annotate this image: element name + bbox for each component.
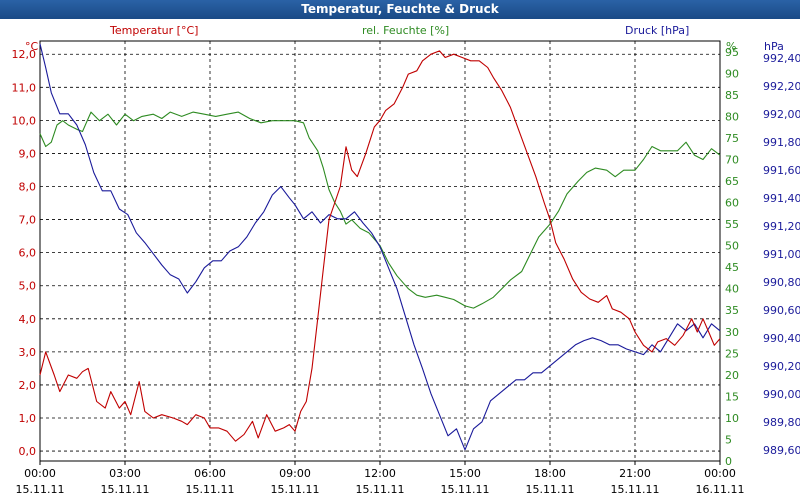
pressure-tick-label: 990,60 bbox=[763, 304, 800, 317]
legend-pressure: Druck [hPa] bbox=[625, 24, 690, 37]
temp-tick-label: 0,0 bbox=[19, 445, 37, 458]
humidity-tick-label: 55 bbox=[725, 218, 739, 231]
x-tick-time: 15:00 bbox=[449, 467, 481, 480]
temp-tick-label: 4,0 bbox=[19, 313, 37, 326]
humidity-tick-label: 35 bbox=[725, 304, 739, 317]
temp-tick-label: 2,0 bbox=[19, 379, 37, 392]
pressure-tick-label: 991,60 bbox=[763, 164, 800, 177]
humidity-tick-label: 70 bbox=[725, 153, 739, 166]
temp-tick-label: 5,0 bbox=[19, 280, 37, 293]
pressure-tick-label: 992,40 bbox=[763, 52, 800, 65]
temperature-series-line bbox=[39, 50, 721, 442]
x-tick-date: 16.11.11 bbox=[696, 483, 745, 496]
temp-tick-label: 6,0 bbox=[19, 247, 37, 260]
pressure-tick-label: 992,00 bbox=[763, 108, 800, 121]
x-tick-date: 15.11.11 bbox=[186, 483, 235, 496]
humidity-tick-label: 45 bbox=[725, 261, 739, 274]
humidity-tick-label: 30 bbox=[725, 326, 739, 339]
humidity-tick-label: 15 bbox=[725, 390, 739, 403]
x-tick-time: 06:00 bbox=[194, 467, 226, 480]
unit-pressure: hPa bbox=[764, 40, 784, 53]
humidity-tick-label: 0 bbox=[725, 455, 732, 468]
unit-temperature: °C bbox=[25, 40, 39, 53]
humidity-tick-label: 90 bbox=[725, 67, 739, 80]
pressure-tick-label: 990,20 bbox=[763, 360, 800, 373]
pressure-series-line bbox=[39, 43, 721, 451]
humidity-tick-label: 50 bbox=[725, 240, 739, 253]
pressure-tick-label: 991,20 bbox=[763, 220, 800, 233]
legend-temperature: Temperatur [°C] bbox=[110, 24, 199, 37]
unit-humidity: % bbox=[726, 40, 737, 53]
x-tick-date: 15.11.11 bbox=[271, 483, 320, 496]
pressure-tick-label: 990,80 bbox=[763, 276, 800, 289]
x-tick-time: 18:00 bbox=[534, 467, 566, 480]
humidity-tick-label: 10 bbox=[725, 412, 739, 425]
temp-tick-label: 1,0 bbox=[19, 412, 37, 425]
x-tick-date: 15.11.11 bbox=[356, 483, 405, 496]
humidity-tick-label: 5 bbox=[725, 433, 732, 446]
x-tick-time: 09:00 bbox=[279, 467, 311, 480]
humidity-tick-label: 80 bbox=[725, 110, 739, 123]
pressure-tick-label: 991,40 bbox=[763, 192, 800, 205]
x-tick-time: 12:00 bbox=[364, 467, 396, 480]
humidity-tick-label: 85 bbox=[725, 89, 739, 102]
x-tick-date: 15.11.11 bbox=[611, 483, 660, 496]
pressure-tick-label: 991,00 bbox=[763, 248, 800, 261]
window-title: Temperatur, Feuchte & Druck bbox=[0, 0, 800, 19]
temp-tick-label: 11,0 bbox=[12, 81, 37, 94]
temp-tick-label: 7,0 bbox=[19, 214, 37, 227]
temp-tick-label: 8,0 bbox=[19, 181, 37, 194]
x-tick-time: 21:00 bbox=[619, 467, 651, 480]
humidity-tick-label: 25 bbox=[725, 347, 739, 360]
humidity-tick-label: 60 bbox=[725, 197, 739, 210]
x-tick-time: 03:00 bbox=[109, 467, 141, 480]
humidity-tick-label: 40 bbox=[725, 283, 739, 296]
temp-tick-label: 9,0 bbox=[19, 147, 37, 160]
legend-humidity: rel. Feuchte [%] bbox=[362, 24, 450, 37]
temp-tick-label: 10,0 bbox=[12, 114, 37, 127]
x-tick-time: 00:00 bbox=[24, 467, 56, 480]
x-tick-date: 15.11.11 bbox=[441, 483, 490, 496]
humidity-tick-label: 20 bbox=[725, 369, 739, 382]
pressure-tick-label: 989,60 bbox=[763, 444, 800, 457]
humidity-tick-label: 75 bbox=[725, 132, 739, 145]
pressure-tick-label: 989,80 bbox=[763, 416, 800, 429]
x-tick-date: 15.11.11 bbox=[526, 483, 575, 496]
humidity-series-line bbox=[39, 111, 721, 309]
pressure-tick-label: 990,40 bbox=[763, 332, 800, 345]
x-tick-time: 00:00 bbox=[704, 467, 736, 480]
pressure-tick-label: 990,00 bbox=[763, 388, 800, 401]
x-tick-date: 15.11.11 bbox=[16, 483, 65, 496]
temp-tick-label: 3,0 bbox=[19, 346, 37, 359]
humidity-tick-label: 95 bbox=[725, 46, 739, 59]
temp-tick-label: 12,0 bbox=[12, 48, 37, 61]
humidity-tick-label: 65 bbox=[725, 175, 739, 188]
pressure-tick-label: 991,80 bbox=[763, 136, 800, 149]
pressure-tick-label: 992,20 bbox=[763, 80, 800, 93]
x-tick-date: 15.11.11 bbox=[101, 483, 150, 496]
